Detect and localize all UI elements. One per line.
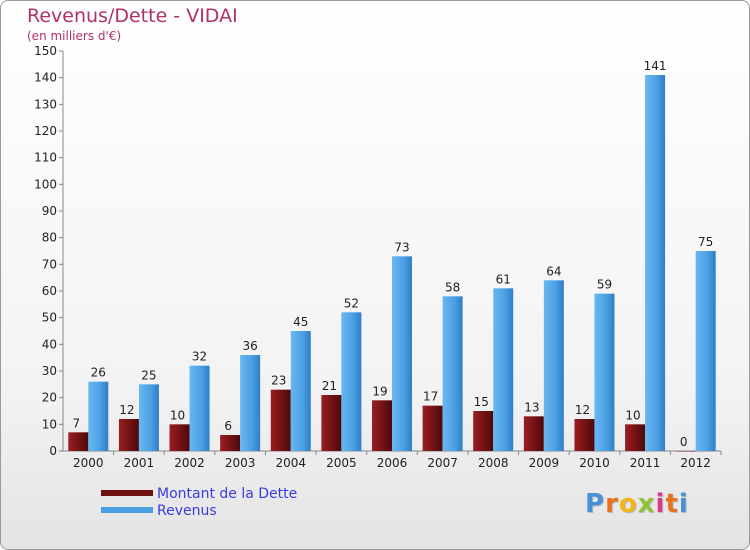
chart-title: Revenus/Dette - VIDAI bbox=[27, 5, 238, 27]
logo-letter: x bbox=[637, 489, 656, 519]
data-label-revenus: 58 bbox=[445, 280, 460, 294]
bar-revenus bbox=[442, 296, 463, 451]
data-label-revenus: 59 bbox=[597, 278, 612, 292]
data-label-dette: 10 bbox=[170, 408, 185, 422]
bar-revenus bbox=[240, 355, 261, 451]
bar-revenus bbox=[493, 288, 514, 451]
y-tick-label: 110 bbox=[34, 151, 57, 165]
data-label-revenus: 73 bbox=[394, 240, 409, 254]
bar-revenus bbox=[88, 381, 109, 451]
bar-revenus bbox=[543, 280, 564, 451]
data-label-revenus: 36 bbox=[243, 339, 258, 353]
data-label-revenus: 26 bbox=[91, 366, 106, 380]
bar-revenus bbox=[189, 365, 210, 451]
x-tick-label: 2002 bbox=[174, 456, 205, 470]
x-tick-label: 2012 bbox=[680, 456, 711, 470]
bar-dette bbox=[422, 405, 443, 451]
bar-dette bbox=[675, 451, 696, 452]
x-tick-label: 2005 bbox=[326, 456, 357, 470]
data-label-dette: 19 bbox=[372, 384, 387, 398]
x-tick-label: 2009 bbox=[529, 456, 560, 470]
y-tick-label: 90 bbox=[42, 204, 57, 218]
logo-letter: r bbox=[605, 489, 619, 519]
data-label-dette: 7 bbox=[72, 416, 80, 430]
logo-letter: i bbox=[678, 489, 689, 519]
bar-revenus bbox=[341, 312, 362, 451]
x-tick-label: 2008 bbox=[478, 456, 509, 470]
bar-dette bbox=[68, 432, 89, 451]
y-tick-label: 80 bbox=[42, 231, 57, 245]
bar-dette bbox=[574, 419, 595, 451]
bar-dette bbox=[220, 435, 241, 451]
logo-letter: o bbox=[618, 489, 638, 519]
y-tick-label: 30 bbox=[42, 364, 57, 378]
proxiti-logo: Proxiti bbox=[585, 489, 689, 519]
x-tick-label: 2000 bbox=[73, 456, 104, 470]
y-tick-label: 70 bbox=[42, 257, 57, 271]
chart-subtitle: (en milliers d'€) bbox=[27, 29, 122, 43]
logo-letter: t bbox=[665, 489, 679, 519]
y-tick-label: 60 bbox=[42, 284, 57, 298]
bar-dette bbox=[270, 389, 291, 451]
y-tick-label: 130 bbox=[34, 97, 57, 111]
data-label-dette: 0 bbox=[680, 435, 688, 449]
bar-revenus bbox=[594, 293, 615, 451]
y-tick-label: 40 bbox=[42, 337, 57, 351]
bar-dette bbox=[169, 424, 190, 451]
legend-label-dette: Montant de la Dette bbox=[157, 486, 298, 502]
data-label-dette: 15 bbox=[474, 395, 489, 409]
legend-swatch-dette bbox=[101, 490, 153, 496]
bar-revenus bbox=[392, 256, 412, 451]
legend-swatch-revenus bbox=[101, 507, 153, 513]
data-label-dette: 12 bbox=[119, 403, 134, 417]
y-tick-label: 10 bbox=[42, 417, 57, 431]
bar-dette bbox=[118, 419, 139, 451]
bar-revenus bbox=[695, 251, 716, 451]
data-label-dette: 10 bbox=[625, 408, 640, 422]
bar-dette bbox=[321, 395, 342, 451]
data-label-revenus: 61 bbox=[496, 272, 511, 286]
logo-letter: P bbox=[585, 489, 606, 519]
data-label-dette: 17 bbox=[423, 390, 438, 404]
bar-chart: 0102030405060708090100110120130140150200… bbox=[34, 44, 722, 470]
data-label-revenus: 52 bbox=[344, 296, 359, 310]
bar-revenus bbox=[290, 331, 311, 451]
x-tick-label: 2011 bbox=[630, 456, 661, 470]
data-label-dette: 6 bbox=[224, 419, 232, 433]
bar-revenus bbox=[138, 384, 159, 451]
y-tick-label: 0 bbox=[49, 444, 57, 458]
x-tick-label: 2004 bbox=[275, 456, 306, 470]
chart-bars bbox=[68, 75, 716, 452]
bar-revenus bbox=[645, 75, 666, 451]
data-label-revenus: 64 bbox=[546, 264, 561, 278]
x-tick-label: 2006 bbox=[377, 456, 408, 470]
data-label-dette: 13 bbox=[524, 400, 539, 414]
x-tick-label: 2007 bbox=[427, 456, 458, 470]
data-label-revenus: 45 bbox=[293, 315, 308, 329]
chart-labels: 7 26 12 25 10 32 6 36 23 45 21 52 19 73 17 58 15 61 13 64 12… bbox=[72, 59, 713, 449]
y-tick-label: 100 bbox=[34, 177, 57, 191]
x-tick-label: 2003 bbox=[225, 456, 256, 470]
data-label-revenus: 141 bbox=[644, 59, 667, 73]
logo-letter: i bbox=[655, 489, 666, 519]
data-label-revenus: 75 bbox=[698, 235, 713, 249]
x-tick-label: 2010 bbox=[579, 456, 610, 470]
data-label-dette: 23 bbox=[271, 374, 286, 388]
y-tick-label: 140 bbox=[34, 71, 57, 85]
legend-label-revenus: Revenus bbox=[157, 503, 217, 519]
data-label-dette: 21 bbox=[322, 379, 337, 393]
bar-dette bbox=[473, 411, 494, 451]
bar-dette bbox=[625, 424, 646, 451]
data-label-dette: 12 bbox=[575, 403, 590, 417]
x-tick-label: 2001 bbox=[124, 456, 155, 470]
y-tick-label: 20 bbox=[42, 391, 57, 405]
y-tick-label: 150 bbox=[34, 44, 57, 58]
data-label-revenus: 32 bbox=[192, 350, 207, 364]
bar-dette bbox=[372, 400, 392, 451]
y-tick-label: 50 bbox=[42, 311, 57, 325]
bar-dette bbox=[523, 416, 544, 451]
data-label-revenus: 25 bbox=[141, 368, 156, 382]
y-tick-label: 120 bbox=[34, 124, 57, 138]
